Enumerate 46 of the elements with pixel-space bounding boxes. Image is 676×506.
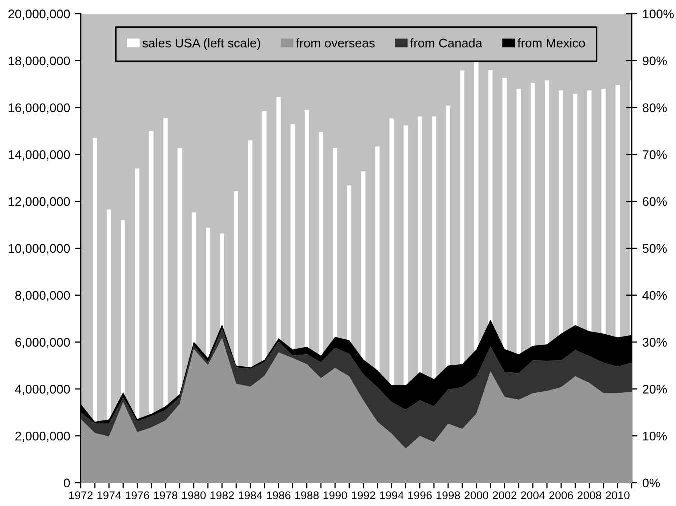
y2-tick-label: 90% [643, 56, 667, 66]
y2-tick-label: 100% [643, 10, 674, 19]
x-tick-label: 1982 [210, 492, 234, 500]
y-tick-label: 12,000,000 [8, 197, 70, 208]
x-tick-label: 1992 [352, 492, 376, 500]
y2-tick-label: 70% [643, 150, 667, 160]
x-tick-label: 2004 [521, 492, 546, 500]
x-tick-label: 2008 [578, 492, 602, 500]
legend-label: from Mexico [518, 38, 586, 48]
x-tick-label: 1988 [296, 492, 319, 500]
y2-tick-label: 50% [642, 244, 667, 254]
y2-tick-label: 60% [643, 197, 667, 206]
x-tick-label: 1976 [126, 492, 150, 500]
y2-tick-label: 30% [642, 338, 667, 347]
x-tick-label: 2006 [550, 492, 574, 500]
x-tick-label: 1994 [380, 492, 404, 500]
x-tick-label: 1978 [154, 492, 178, 500]
y-tick-label: 16,000,000 [8, 104, 70, 114]
x-tick-label: 1984 [239, 492, 263, 500]
y2-tick-label: 20% [643, 385, 667, 394]
y-tick-label: 18,000,000 [8, 56, 70, 68]
y-tick-label: 10,000,000 [8, 244, 70, 255]
x-tick-label: 2000 [464, 492, 489, 500]
x-tick-label: 1974 [98, 492, 122, 500]
y2-tick-label: 10% [643, 432, 667, 441]
y-tick-label: 4,000,000 [15, 385, 70, 396]
x-tick-label: 2010 [606, 492, 630, 500]
x-tick-label: 1972 [69, 492, 93, 500]
x-tick-label: 1986 [267, 492, 291, 500]
y-tick-label: 0 [64, 478, 70, 488]
y-tick-label: 8,000,000 [16, 291, 70, 302]
y2-tick-label: 40% [642, 291, 667, 300]
legend-label: from overseas [296, 38, 375, 48]
y-tick-label: 14,000,000 [8, 150, 70, 161]
x-tick-label: 1996 [408, 492, 432, 500]
y2-tick-label: 80% [642, 104, 667, 112]
y-tick-label: 2,000,000 [16, 432, 70, 442]
y2-tick-label: 0% [642, 478, 660, 488]
legend-label: sales USA (left scale) [142, 38, 260, 50]
x-tick-label: 1980 [182, 492, 206, 500]
legend-label: from Canada [410, 38, 483, 48]
y-tick-label: 20,000,000 [8, 10, 70, 20]
y-tick-label: 6,000,000 [16, 338, 70, 348]
x-tick-label: 1990 [324, 492, 348, 500]
x-tick-label: 2002 [493, 492, 517, 500]
x-tick-label: 1998 [436, 492, 460, 500]
